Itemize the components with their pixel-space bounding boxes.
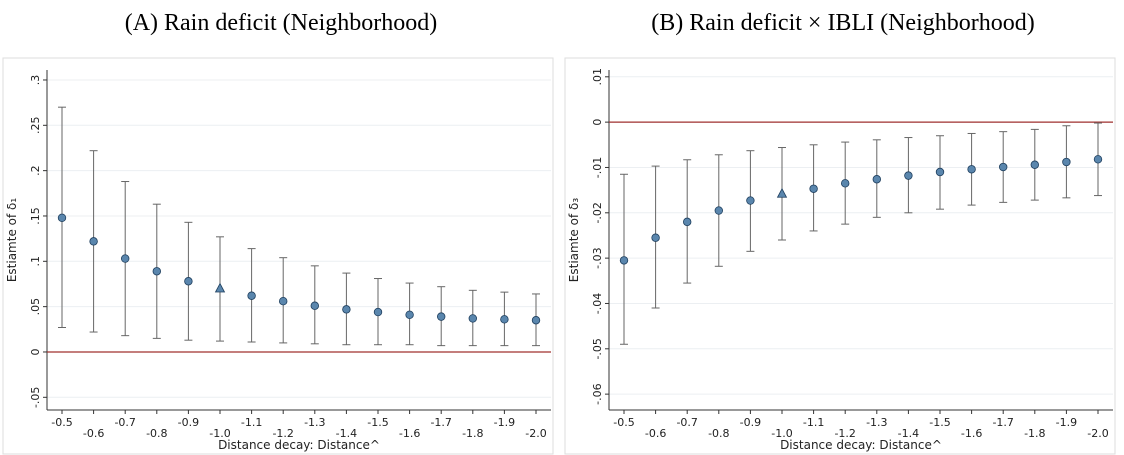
point (967, 165, 976, 174)
x-tick-label: -0.5 (51, 416, 72, 429)
y-tick-label: .25 (29, 117, 42, 135)
x-axis-label: Distance decay: Distance^ (218, 438, 380, 452)
panel-frame (2, 57, 554, 455)
point (809, 184, 818, 193)
x-tick-label: -1.3 (866, 416, 887, 429)
y-axis-label: Estiamte of δ₃ (567, 198, 581, 283)
point (89, 237, 98, 246)
x-tick-label: -1.4 (898, 427, 919, 440)
y-tick-label: -.05 (29, 387, 42, 408)
point (57, 213, 67, 222)
y-tick-label: -.01 (591, 157, 604, 178)
x-tick-label: -0.8 (146, 427, 167, 440)
y-tick-label: -.05 (591, 338, 604, 359)
x-tick-label: -0.7 (676, 416, 697, 429)
y-tick-label: -.04 (591, 293, 604, 314)
x-tick-label: -1.2 (272, 427, 293, 440)
x-axis-label: Distance decay: Distance^ (780, 438, 942, 452)
y-tick-label: 0 (29, 348, 42, 355)
x-tick-label: -0.6 (645, 427, 666, 440)
x-tick-label: -2.0 (525, 427, 546, 440)
x-tick-label: -1.8 (1024, 427, 1045, 440)
x-tick-label: -2.0 (1087, 427, 1108, 440)
point (904, 171, 913, 180)
point (184, 277, 193, 286)
y-axis-label: Estiamte of δ₁ (5, 198, 19, 283)
chart-title: (B) Rain deficit × IBLI (Neighborhood) (651, 10, 1034, 36)
y-tick-label: .2 (29, 165, 42, 176)
point (1030, 160, 1039, 169)
x-tick-label: -1.5 (929, 416, 950, 429)
point (310, 301, 319, 310)
point (683, 217, 692, 227)
panel-frame (564, 57, 1116, 455)
x-tick-label: -0.9 (178, 416, 199, 429)
point (500, 315, 509, 324)
y-tick-label: .01 (591, 68, 604, 86)
x-tick-label: -1.3 (304, 416, 325, 429)
point (247, 291, 256, 300)
y-tick-label: 0 (591, 119, 604, 126)
point (120, 254, 130, 263)
x-tick-label: -1.1 (803, 416, 824, 429)
x-tick-label: -1.0 (209, 427, 230, 440)
x-tick-label: -1.6 (399, 427, 420, 440)
point (935, 167, 945, 177)
y-tick-label: -.03 (591, 247, 604, 268)
point (714, 206, 723, 215)
point (373, 307, 383, 317)
point (999, 162, 1008, 172)
point (746, 196, 755, 205)
x-tick-label: -0.5 (613, 416, 634, 429)
x-tick-label: -1.7 (430, 416, 451, 429)
x-tick-label: -1.5 (367, 416, 388, 429)
point (342, 305, 351, 314)
point-triangle (214, 282, 226, 293)
x-tick-label: -1.7 (992, 416, 1013, 429)
x-tick-label: -1.2 (834, 427, 855, 440)
x-tick-label: -0.8 (708, 427, 729, 440)
x-tick-label: -1.1 (241, 416, 262, 429)
y-tick-label: .1 (29, 256, 42, 267)
x-tick-label: -1.9 (494, 416, 515, 429)
y-tick-label: -.06 (591, 383, 604, 404)
point (1093, 155, 1103, 164)
point (279, 297, 288, 306)
point (468, 314, 477, 323)
x-tick-label: -1.0 (771, 427, 792, 440)
x-tick-label: -1.4 (336, 427, 357, 440)
point (651, 233, 660, 242)
point (152, 267, 161, 276)
y-tick-label: -.02 (591, 202, 604, 223)
point (437, 312, 446, 321)
point (872, 175, 881, 184)
point (1062, 157, 1071, 167)
point-triangle (776, 187, 788, 198)
x-tick-label: -0.9 (740, 416, 761, 429)
x-tick-label: -1.9 (1056, 416, 1077, 429)
y-tick-label: .15 (29, 207, 42, 225)
y-tick-label: .05 (29, 298, 42, 316)
y-tick-label: .3 (29, 75, 42, 86)
x-tick-label: -0.7 (114, 416, 135, 429)
point (405, 310, 414, 319)
x-tick-label: -1.8 (462, 427, 483, 440)
point (619, 256, 629, 265)
x-tick-label: -1.6 (961, 427, 982, 440)
point (531, 316, 541, 325)
chart-title: (A) Rain deficit (Neighborhood) (125, 10, 438, 36)
point (841, 179, 850, 188)
x-tick-label: -0.6 (83, 427, 104, 440)
